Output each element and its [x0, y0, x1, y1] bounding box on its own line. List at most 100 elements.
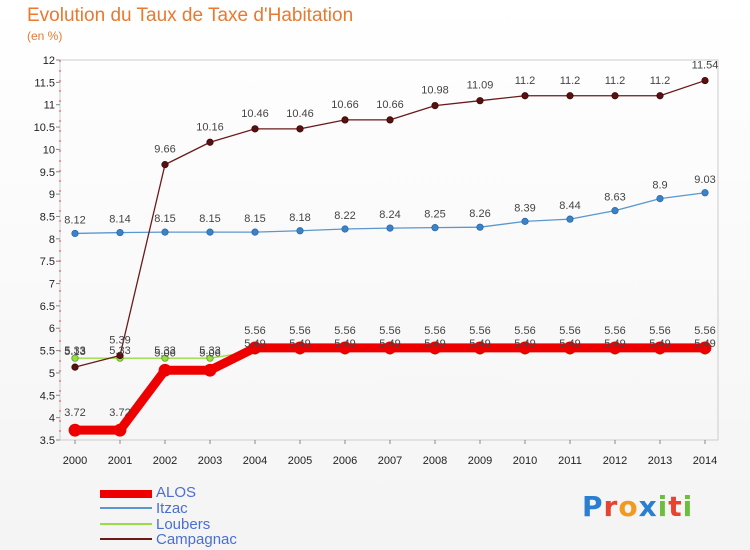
data-point-itzac [206, 228, 214, 236]
data-point-alos [608, 341, 622, 355]
data-point-alos [293, 341, 307, 355]
logo-letter: i [682, 490, 694, 523]
data-label-itzac: 8.15 [199, 213, 220, 225]
data-label-campagnac: 10.66 [331, 99, 359, 111]
y-tick-label: 6 [49, 323, 55, 335]
x-tick-label: 2008 [423, 455, 447, 467]
data-label-alos: 5.56 [379, 325, 400, 337]
data-point-alos [68, 423, 82, 437]
data-label-itzac: 8.39 [514, 202, 535, 214]
data-point-itzac [611, 207, 619, 215]
x-tick-label: 2006 [333, 455, 357, 467]
logo-letter: P [582, 490, 604, 523]
chart-title: Evolution du Taux de Taxe d'Habitation [27, 5, 354, 26]
x-tick-label: 2002 [153, 455, 177, 467]
y-tick-label: 9 [49, 189, 55, 201]
x-tick-label: 2014 [693, 455, 717, 467]
legend-label-itzac: Itzac [156, 500, 188, 517]
data-label-loubers: 5.49 [244, 338, 265, 350]
data-label-alos: 5.56 [604, 325, 625, 337]
data-point-alos [473, 341, 487, 355]
data-point-campagnac [566, 92, 574, 100]
y-tick-label: 11.5 [34, 77, 55, 89]
data-point-itzac [656, 194, 664, 203]
data-label-itzac: 8.63 [604, 192, 625, 204]
data-point-alos [203, 363, 217, 377]
legend-swatch-alos [100, 490, 152, 498]
data-label-alos: 5.06 [199, 347, 220, 359]
data-point-alos [113, 423, 127, 437]
data-label-loubers: 5.49 [379, 338, 400, 350]
data-label-loubers: 5.33 [199, 345, 220, 357]
data-label-itzac: 8.26 [469, 208, 490, 220]
logo-letter: r [603, 490, 619, 523]
data-label-itzac: 8.12 [64, 214, 85, 226]
data-point-campagnac [476, 97, 484, 105]
data-point-campagnac [71, 363, 79, 371]
y-tick-label: 12 [43, 55, 55, 67]
y-tick-label: 7.5 [40, 256, 55, 268]
data-point-loubers [206, 354, 214, 362]
data-point-campagnac [611, 92, 619, 100]
data-point-itzac [71, 229, 79, 238]
data-label-alos: 3.72 [109, 407, 130, 419]
data-point-alos [653, 341, 667, 355]
data-label-alos: 5.06 [154, 347, 175, 359]
x-tick-label: 2004 [243, 455, 267, 467]
data-point-itzac [161, 228, 169, 236]
data-point-itzac [476, 223, 484, 231]
data-point-campagnac [431, 102, 439, 110]
data-point-itzac [701, 189, 709, 197]
data-label-itzac: 8.24 [379, 209, 400, 221]
legend-swatch-itzac [100, 507, 152, 509]
data-label-alos: 5.56 [244, 325, 265, 337]
data-label-itzac: 8.14 [109, 214, 130, 226]
data-label-itzac: 8.15 [244, 213, 265, 225]
data-point-alos [383, 341, 397, 355]
data-point-itzac [386, 224, 394, 232]
y-tick-label: 10.5 [34, 122, 55, 134]
y-tick-label: 11 [44, 100, 55, 112]
data-label-alos: 5.56 [694, 325, 715, 337]
data-label-loubers: 5.49 [424, 338, 445, 350]
data-label-loubers: 5.49 [649, 338, 670, 350]
logo-letter: t [668, 490, 683, 523]
data-label-itzac: 8.25 [424, 209, 445, 221]
x-tick-label: 2001 [108, 455, 132, 467]
data-label-alos: 5.56 [649, 325, 670, 337]
data-label-campagnac: 11.2 [560, 75, 581, 87]
data-point-alos [518, 341, 532, 355]
x-tick-label: 2013 [648, 455, 672, 467]
data-point-alos [158, 363, 172, 377]
data-label-alos: 5.56 [424, 325, 445, 337]
y-tick-label: 10 [43, 144, 55, 156]
data-label-loubers: 5.49 [514, 338, 535, 350]
data-point-itzac [566, 215, 574, 223]
data-label-loubers: 5.49 [334, 338, 355, 350]
logo-letter: i [657, 490, 669, 523]
data-label-loubers: 5.33 [109, 345, 130, 357]
y-tick-label: 9.5 [40, 167, 55, 179]
data-label-loubers: 5.49 [289, 338, 310, 350]
data-label-campagnac: 10.46 [286, 108, 314, 120]
data-point-itzac [116, 228, 124, 237]
data-label-itzac: 8.18 [289, 212, 310, 224]
data-label-alos: 5.56 [559, 325, 580, 337]
data-point-campagnac [341, 116, 349, 124]
data-label-itzac: 8.44 [559, 200, 580, 212]
data-point-alos [698, 341, 712, 355]
data-label-campagnac: 11.2 [650, 75, 671, 87]
data-point-campagnac [161, 161, 169, 169]
legend-swatch-loubers [100, 523, 152, 525]
y-tick-label: 4.5 [40, 390, 55, 402]
data-label-loubers: 5.49 [694, 338, 715, 350]
legend-label-loubers: Loubers [156, 516, 211, 533]
data-label-alos: 3.72 [64, 407, 85, 419]
data-label-alos: 5.56 [469, 325, 490, 337]
data-label-itzac: 8.15 [154, 213, 175, 225]
x-tick-label: 2009 [468, 455, 492, 467]
data-label-alos: 5.56 [289, 325, 310, 337]
legend-label-campagnac: Campagnac [156, 531, 237, 548]
